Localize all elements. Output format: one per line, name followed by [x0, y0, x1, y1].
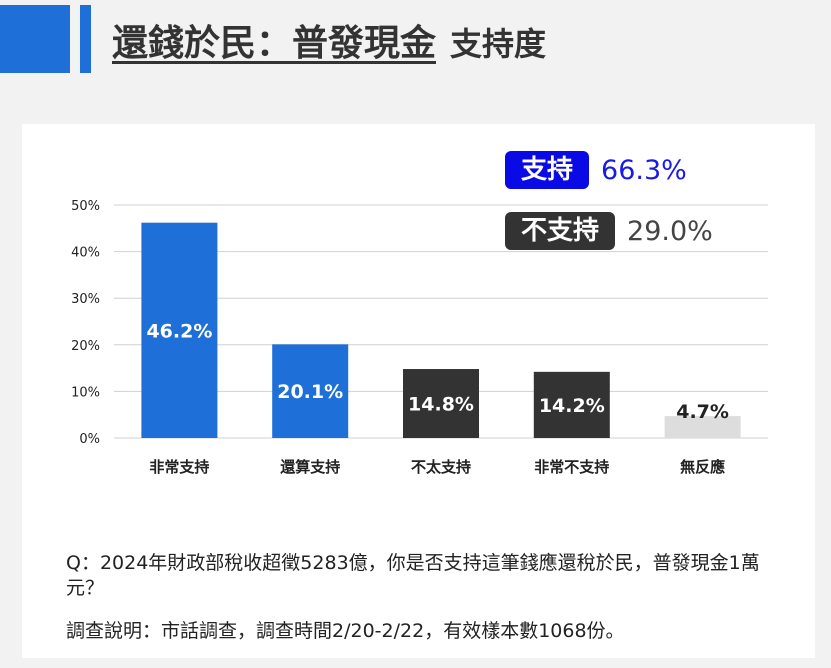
y-tick-label: 10% [71, 385, 100, 400]
title-sub: 支持度 [450, 25, 547, 63]
y-tick-label: 40% [71, 246, 100, 261]
bar [403, 369, 479, 438]
survey-note: 調查說明：市話調查，調查時間2/20-2/22，有效樣本數1068份。 [66, 620, 625, 642]
data-label: 14.8% [408, 394, 474, 416]
bar-chart: 0% 10% 20% 30% 40% 50% 46.2% 非常支持 20.1% 還算支持 14.8%… [71, 199, 768, 476]
data-label: 4.7% [676, 401, 729, 423]
support-badge: 支持 [505, 151, 590, 189]
bar [272, 344, 349, 438]
oppose-badge: 不支持 [505, 212, 616, 250]
header-accent-block [0, 5, 70, 73]
data-label: 20.1% [277, 381, 343, 403]
data-label: 46.2% [146, 320, 212, 342]
y-tick-label: 20% [71, 339, 100, 354]
chart-card: 0% 10% 20% 30% 40% 50% 46.2% 非常支持 20.1% 還算支持 14.8%… [22, 124, 815, 658]
y-tick-label: 50% [71, 199, 100, 214]
header-accent-stripe [80, 5, 91, 73]
bar [533, 371, 610, 438]
category-label: 非常不支持 [534, 458, 609, 476]
summary-oppose: 不支持 29.0% [505, 212, 713, 250]
oppose-value: 29.0% [627, 215, 713, 247]
category-label: 還算支持 [280, 458, 340, 476]
category-label: 不太支持 [411, 458, 471, 476]
y-tick-label: 30% [71, 292, 100, 307]
category-label: 非常支持 [149, 458, 209, 476]
support-value: 66.3% [601, 154, 687, 186]
category-label: 無反應 [680, 458, 725, 476]
y-tick-label: 0% [79, 432, 100, 447]
bar [141, 222, 218, 438]
bar [664, 416, 741, 438]
title-main: 還錢於民：普發現金 [112, 23, 437, 64]
data-label: 14.2% [539, 395, 605, 417]
summary-support: 支持 66.3% [505, 151, 687, 189]
survey-question: Q：2024年財政部稅收超徵5283億，你是否支持這筆錢應還稅於民，普發現金1萬… [66, 552, 760, 599]
page-title: 還錢於民：普發現金 支持度 [112, 14, 546, 66]
